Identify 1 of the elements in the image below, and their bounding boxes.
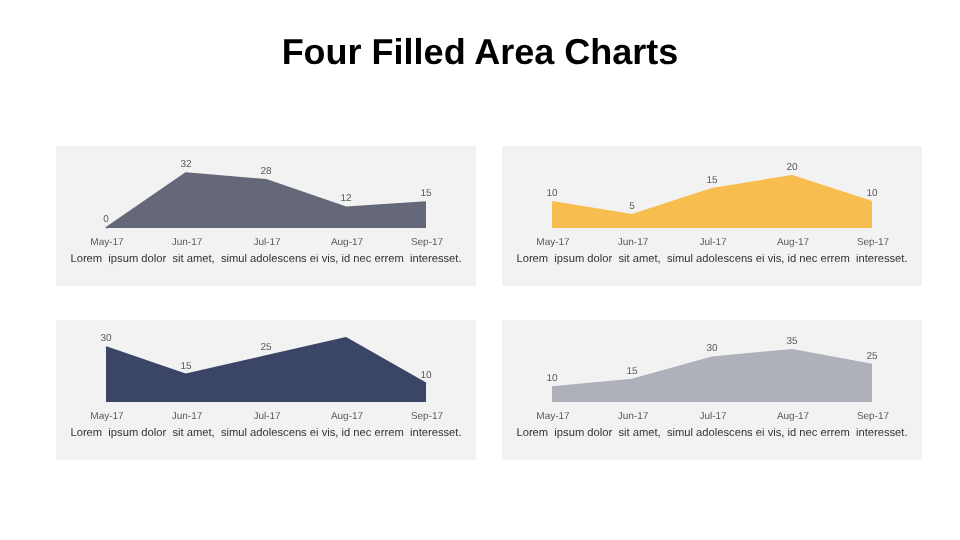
chart-title: Four Filled Area Charts [279, 32, 681, 74]
